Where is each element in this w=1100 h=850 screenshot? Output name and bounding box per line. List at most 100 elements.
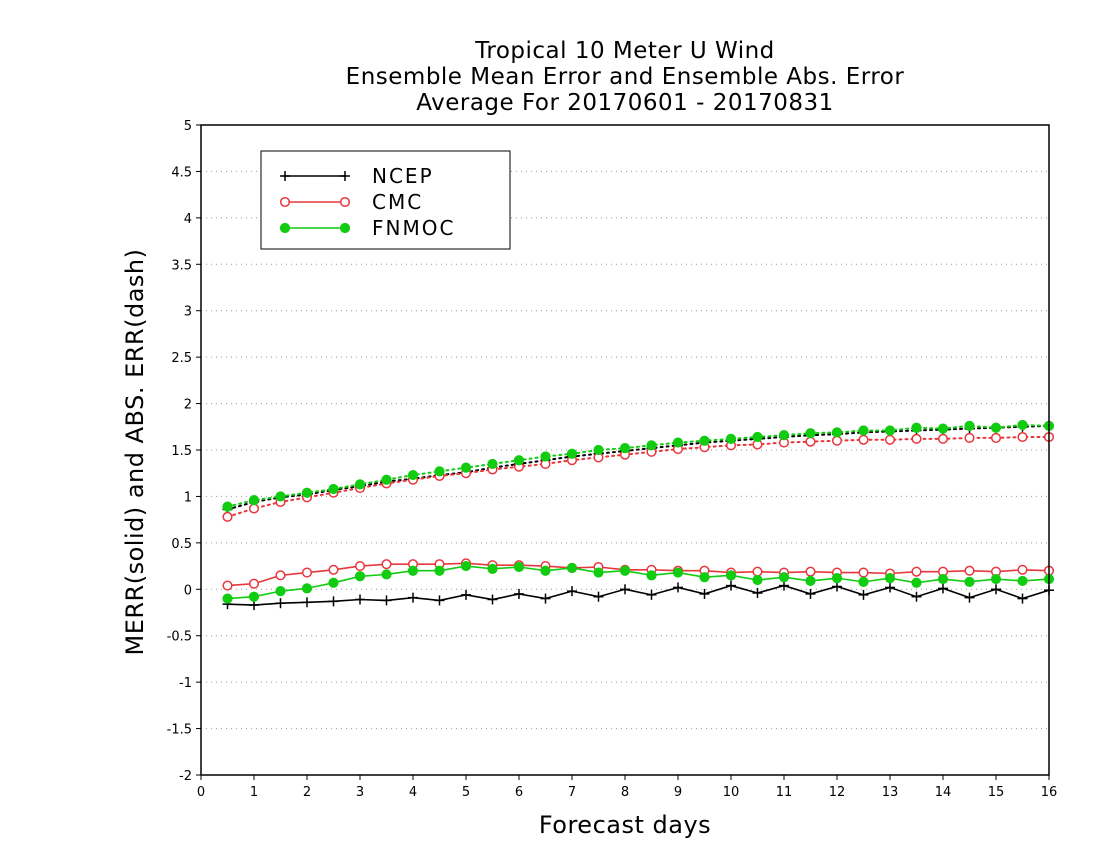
x-tick-label: 10 — [723, 785, 740, 800]
cmc-series — [222, 431, 1055, 591]
y-tick-label: -1 — [179, 676, 192, 691]
fnmoc-abs-err-point — [619, 443, 631, 454]
y-tick-label: 4.5 — [171, 165, 192, 180]
legend-marker-fnmoc — [339, 222, 351, 234]
fnmoc-abs-err-point — [328, 483, 339, 495]
series-layer — [222, 419, 1055, 611]
x-tick-label: 5 — [462, 785, 470, 800]
fnmoc-abs-err-point — [990, 422, 1002, 433]
fnmoc-abs-err-point — [884, 425, 896, 436]
fnmoc-merr-point — [301, 583, 313, 594]
x-tick-label: 14 — [935, 785, 952, 800]
fnmoc-merr-point — [831, 573, 843, 584]
cmc-merr-point — [354, 561, 366, 572]
chart-title: Tropical 10 Meter U Wind — [475, 38, 775, 64]
legend-box — [260, 150, 511, 250]
x-tick-label: 16 — [1041, 785, 1058, 800]
legend-marker-ncep — [280, 171, 290, 181]
fnmoc-merr-point — [248, 591, 260, 602]
cmc-merr-point — [858, 567, 869, 578]
fnmoc-merr-point — [328, 577, 339, 588]
ncep-merr-point — [461, 589, 471, 600]
fnmoc-merr-point — [884, 573, 896, 584]
y-tick-label: 0.5 — [171, 537, 192, 552]
y-axis-label: MERR(solid) and ABS. ERR(dash) — [121, 249, 149, 656]
cmc-abs-err-point — [911, 433, 922, 444]
fnmoc-merr-point — [513, 561, 525, 573]
y-tick-label: 2 — [184, 398, 192, 413]
fnmoc-merr-point — [858, 576, 869, 587]
y-tick-label: -1.5 — [167, 723, 192, 738]
x-tick-label: 2 — [303, 785, 311, 800]
ncep-merr-point — [567, 586, 577, 597]
fnmoc-merr-point — [646, 570, 657, 581]
fnmoc-abs-err-line — [226, 423, 1050, 508]
fnmoc-abs-err-point — [593, 444, 604, 456]
fnmoc-merr-point — [725, 570, 737, 581]
fnmoc-merr-point — [407, 565, 419, 576]
y-tick-label: 0 — [184, 583, 192, 598]
cmc-abs-err-point — [964, 432, 975, 443]
x-tick-label: 1 — [250, 785, 258, 800]
chart-date-range: Average For 20170601 - 20170831 — [416, 90, 834, 116]
y-tick-label: 1.5 — [171, 444, 192, 459]
x-tick-label: 6 — [515, 785, 523, 800]
ncep-merr-point — [593, 591, 604, 602]
ncep-merr-point — [355, 594, 365, 605]
legend-label-cmc: CMC — [372, 190, 423, 214]
ncep-merr-point — [487, 594, 498, 605]
y-tick-label: 1 — [184, 490, 192, 505]
fnmoc-abs-err-point — [434, 466, 445, 477]
fnmoc-merr-point — [540, 565, 551, 576]
fnmoc-abs-err-point — [778, 430, 790, 441]
fnmoc-abs-err-point — [911, 422, 922, 433]
x-tick-label: 9 — [674, 785, 682, 800]
fnmoc-abs-err-point — [1017, 419, 1028, 431]
fnmoc-abs-err-point — [407, 469, 419, 481]
cmc-abs-err-point — [884, 434, 896, 445]
cmc-merr-point — [964, 565, 975, 576]
chart-subtitle: Ensemble Mean Error and Ensemble Abs. Er… — [345, 64, 905, 90]
cmc-abs-err-point — [831, 435, 843, 446]
cmc-merr-point — [381, 559, 392, 570]
ncep-merr-point — [408, 592, 418, 603]
y-tick-label: 5 — [184, 119, 192, 134]
fnmoc-abs-err-point — [222, 501, 233, 512]
ncep-merr-point — [302, 597, 312, 608]
fnmoc-merr-point — [937, 573, 949, 585]
ncep-merr-point — [805, 588, 816, 599]
ncep-merr-point — [858, 589, 869, 600]
fnmoc-merr-point — [381, 569, 392, 580]
ncep-merr-point — [381, 595, 392, 606]
ncep-merr-point — [514, 588, 524, 599]
ncep-merr-point — [434, 595, 445, 606]
fnmoc-abs-err-point — [566, 448, 578, 459]
ncep-merr-point — [752, 588, 763, 598]
ncep-merr-line — [227, 584, 1050, 606]
cmc-abs-err-point — [1017, 431, 1028, 443]
x-tick-label: 7 — [568, 785, 576, 800]
ncep-merr-point — [275, 598, 286, 609]
x-axis-label: Forecast days — [539, 811, 711, 839]
legend-label-ncep: NCEP — [372, 164, 434, 188]
y-tick-label: 3 — [184, 305, 192, 320]
ncep-merr-point — [328, 596, 339, 607]
x-tick-label: 3 — [356, 785, 364, 800]
ncep-merr-point — [991, 584, 1001, 595]
cmc-abs-err-point — [858, 434, 869, 445]
fnmoc-merr-point — [275, 586, 286, 597]
fnmoc-abs-err-point — [937, 423, 949, 434]
ncep-merr-point — [646, 589, 657, 600]
fnmoc-abs-err-point — [301, 487, 313, 498]
cmc-merr-point — [1017, 564, 1028, 575]
x-tick-label: 8 — [621, 785, 629, 800]
fnmoc-abs-err-point — [831, 427, 843, 438]
fnmoc-abs-err-point — [540, 451, 551, 462]
fnmoc-merr-point — [593, 567, 604, 578]
cmc-abs-err-point — [805, 436, 816, 447]
fnmoc-abs-err-point — [248, 495, 260, 506]
fnmoc-abs-err-point — [275, 491, 286, 502]
cmc-merr-point — [805, 566, 816, 577]
axis-ticks: -2-1.5-1-0.500.511.522.533.544.550 1 2 3 4 5 6… — [167, 119, 1058, 800]
